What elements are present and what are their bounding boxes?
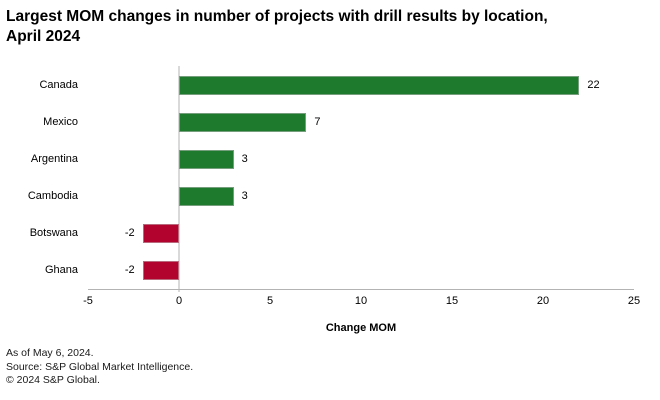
- bar: [179, 150, 234, 169]
- x-tick-label: 15: [445, 295, 459, 307]
- category-label: Canada: [39, 79, 78, 91]
- bar: [142, 261, 179, 280]
- zero-gridline: [178, 66, 180, 292]
- category-label: Botswana: [29, 227, 78, 239]
- category-label: Ghana: [44, 264, 78, 276]
- footer-copyright: © 2024 S&P Global.: [6, 374, 100, 386]
- footer-as-of-date: As of May 6, 2024.: [6, 347, 94, 359]
- category-label: Argentina: [30, 153, 78, 165]
- x-tick-label: 5: [266, 295, 274, 307]
- value-label: -2: [124, 227, 135, 239]
- bar: [179, 113, 307, 132]
- x-axis-line: [88, 289, 634, 290]
- footer-notes: As of May 6, 2024. Source: S&P Global Ma…: [6, 347, 193, 388]
- bar: [179, 76, 580, 95]
- x-tick-label: 20: [536, 295, 550, 307]
- x-tick-label: 25: [627, 295, 641, 307]
- bar: [142, 224, 179, 243]
- x-tick-label: -5: [83, 295, 93, 307]
- value-label: 7: [314, 116, 321, 128]
- category-label: Cambodia: [27, 190, 78, 202]
- chart-title-line1: Largest MOM changes in number of project…: [6, 8, 548, 25]
- value-label: 3: [241, 190, 248, 202]
- category-label: Mexico: [43, 116, 78, 128]
- chart-title: Largest MOM changes in number of project…: [6, 7, 626, 46]
- bar: [179, 187, 234, 206]
- x-tick-label: 10: [354, 295, 368, 307]
- value-label: 22: [587, 79, 600, 91]
- x-axis-title: Change MOM: [325, 322, 397, 334]
- footer-source: Source: S&P Global Market Intelligence.: [6, 360, 194, 373]
- value-label: -2: [124, 264, 135, 276]
- x-tick-label: 0: [175, 295, 183, 307]
- chart-title-line2: April 2024: [6, 27, 81, 45]
- value-label: 3: [241, 153, 248, 165]
